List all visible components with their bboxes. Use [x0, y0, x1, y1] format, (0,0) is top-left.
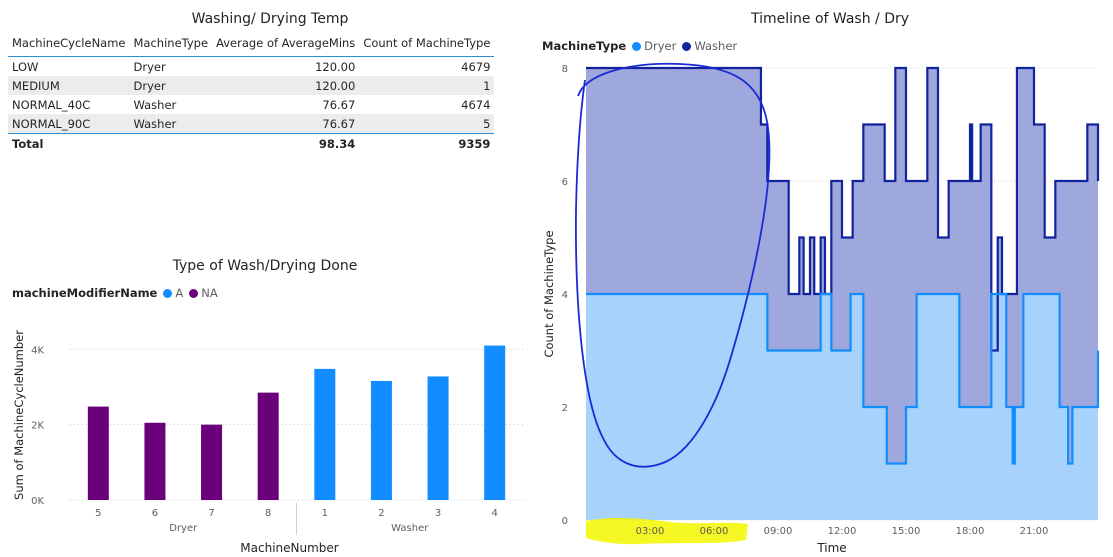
table-cell: 120.00 [315, 59, 356, 74]
table-row[interactable]: LOW Dryer 120.00 4679 [8, 57, 494, 77]
x-tick-label: 8 [265, 508, 271, 519]
table-cell: NORMAL_90C [8, 114, 130, 134]
x-axis-title: MachineNumber [240, 541, 339, 555]
bar [314, 368, 336, 500]
y-axis-title: Count of MachineType [542, 230, 556, 357]
series-line-dryer [586, 292, 1100, 465]
column-header[interactable]: Count of MachineType [359, 32, 495, 57]
table-title: Washing/ Drying Temp [191, 11, 349, 27]
legend-swatch [632, 41, 642, 51]
table-cell: 4674 [461, 97, 491, 112]
x-tick-label: 15:00 [892, 526, 921, 537]
table-cell: Washer [129, 114, 213, 134]
y-tick-label: 2 [562, 403, 568, 414]
table-cell: NORMAL_40C [12, 97, 91, 112]
legend-label: NA [201, 286, 218, 300]
table-total-row: Total 98.34 9359 [8, 133, 495, 153]
x-tick-label: 4 [492, 508, 498, 519]
x-group-label: Dryer [169, 523, 198, 534]
x-tick-label: 12:00 [828, 526, 857, 537]
bar-chart-title: Type of Wash/Drying Done [172, 258, 358, 274]
table-cell: Total [8, 133, 130, 153]
bar-chart: 0K 2K 4K 5 6 7 8 1 2 3 4 Dryer Washer MachineNumber Su… [12, 330, 523, 555]
table-cell: 98.34 [212, 133, 360, 153]
x-tick-label: 3 [435, 508, 441, 519]
bar [484, 345, 506, 500]
legend-item-dryer[interactable]: Dryer [632, 39, 676, 53]
x-axis-title: Time [816, 541, 846, 555]
bar [427, 376, 449, 500]
legend-label: Washer [694, 39, 738, 53]
x-tick-label: 1 [322, 508, 328, 519]
y-tick-label: 8 [562, 64, 568, 75]
bar [201, 424, 223, 500]
column-header[interactable]: MachineCycleName [8, 32, 130, 57]
bar-chart-legend: machineModifierName A NA [12, 286, 218, 300]
y-tick-label: 0 [562, 516, 568, 527]
x-tick-label: 7 [208, 508, 214, 519]
y-tick-label: 0K [31, 496, 44, 507]
table-cell: 9359 [359, 133, 495, 153]
x-tick-label: 09:00 [764, 526, 793, 537]
summary-table: MachineCycleName MachineType Average of … [8, 32, 498, 153]
table-cell: Dryer [133, 59, 166, 74]
y-tick-label: 2K [31, 421, 44, 432]
table-cell [129, 133, 213, 153]
area-chart-title: Timeline of Wash / Dry [750, 11, 910, 27]
bar [144, 422, 166, 500]
table-row[interactable]: NORMAL_90C Washer 76.67 5 [8, 114, 495, 134]
legend-label: A [175, 286, 184, 300]
series-line-washer [586, 66, 1100, 352]
bar [257, 392, 279, 500]
y-tick-label: 4K [31, 345, 44, 356]
legend-title: machineModifierName [12, 286, 158, 300]
bar [87, 406, 109, 500]
table-cell: LOW [12, 59, 39, 74]
column-header[interactable]: MachineType [129, 32, 213, 57]
y-tick-label: 4 [562, 290, 568, 301]
x-tick-label: 21:00 [1020, 526, 1049, 537]
table-cell: 1 [359, 76, 495, 95]
y-axis-title: Sum of MachineCycleNumber [12, 330, 26, 500]
table-cell: 4679 [461, 59, 491, 74]
table-cell: 5 [359, 114, 495, 134]
table-cell: MEDIUM [8, 76, 130, 95]
table-row[interactable]: NORMAL_40C Washer 76.67 4674 [8, 95, 494, 114]
legend-item-na[interactable]: NA [189, 286, 218, 300]
area-chart: 0 2 4 6 8 03:00 06:00 09:00 12:00 15:00 18:00 21:00… [542, 62, 1100, 555]
table-cell: 76.67 [322, 97, 356, 112]
table-cell: Dryer [129, 76, 213, 95]
x-tick-label: 6 [152, 508, 158, 519]
table-cell: 120.00 [212, 76, 360, 95]
table-cell: Washer [133, 97, 177, 112]
column-header[interactable]: Average of AverageMins [212, 32, 360, 57]
table-cell: 76.67 [212, 114, 360, 134]
legend-swatch [189, 288, 199, 298]
legend-item-washer[interactable]: Washer [682, 39, 737, 53]
y-tick-label: 6 [562, 177, 568, 188]
legend-label: Dryer [644, 39, 677, 53]
x-tick-label: 18:00 [956, 526, 985, 537]
legend-item-a[interactable]: A [163, 286, 183, 300]
x-group-label: Washer [391, 523, 429, 534]
area-fill-dryer [586, 294, 1098, 520]
legend-swatch [163, 288, 173, 298]
x-tick-label: 5 [95, 508, 101, 519]
x-tick-label: 2 [378, 508, 384, 519]
bar [370, 380, 392, 500]
legend-title: MachineType [542, 39, 627, 53]
table-row[interactable]: MEDIUM Dryer 120.00 1 [8, 76, 495, 95]
area-chart-legend: MachineType Dryer Washer [542, 39, 737, 53]
x-tick-label: 06:00 [700, 526, 729, 537]
highlight-mark [586, 518, 748, 545]
x-tick-label: 03:00 [636, 526, 665, 537]
legend-swatch [682, 41, 692, 51]
ink-annotation [575, 62, 771, 468]
table-header-row: MachineCycleName MachineType Average of … [8, 32, 495, 57]
